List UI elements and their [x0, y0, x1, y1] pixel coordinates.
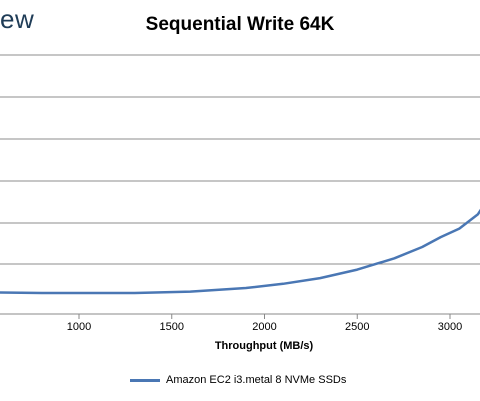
- brand-logo-fragment: ew: [0, 4, 35, 34]
- series-layer: [0, 208, 480, 295]
- x-tick-label: 2000: [252, 321, 276, 333]
- legend: Amazon EC2 i3.metal 8 NVMe SSDs: [130, 374, 346, 386]
- x-axis-title: Throughput (MB/s): [215, 340, 314, 352]
- legend-label: Amazon EC2 i3.metal 8 NVMe SSDs: [166, 374, 347, 386]
- grid-lines: [0, 54, 480, 315]
- x-tick-label: 1500: [160, 321, 184, 333]
- x-tick-label: 1000: [67, 321, 91, 333]
- chart-title: Sequential Write 64K: [145, 14, 335, 35]
- x-tick-label: 3000: [438, 321, 462, 333]
- series-line: [0, 208, 480, 295]
- legend-swatch: [130, 378, 160, 382]
- x-axis: 1000 1500 2000 2500 3000: [67, 314, 462, 333]
- x-tick-label: 2500: [345, 321, 369, 333]
